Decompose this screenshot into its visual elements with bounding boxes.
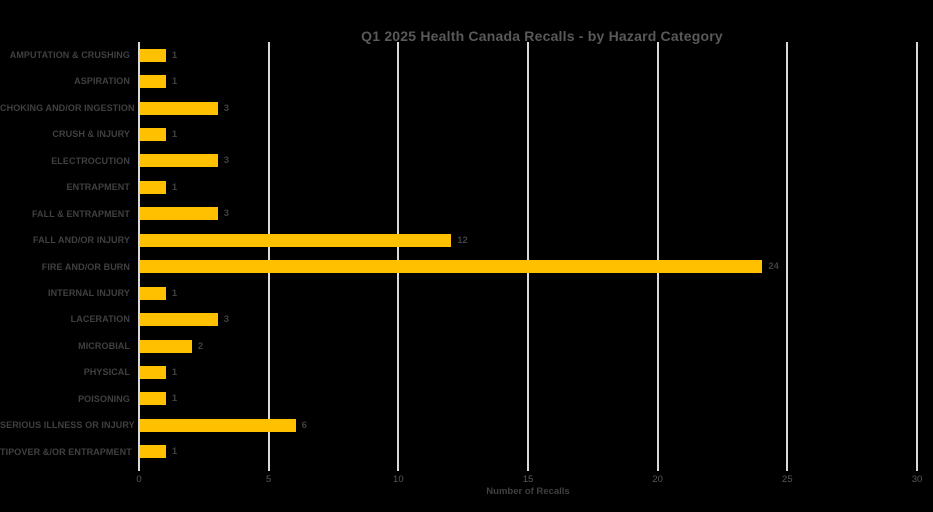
category-axis: AMPUTATION & CRUSHING ASPIRATION CHOKING A… [0, 42, 135, 465]
x-axis-tick-mark [138, 465, 140, 471]
plot-area: 0 5 10 15 20 25 30 1 1 3 1 3 1 3 12 24 1 3 2 1 1 6 1 [136, 42, 922, 485]
category-label: INTERNAL INJURY [47, 287, 130, 298]
value-label: 1 [171, 287, 178, 299]
x-axis-tick-mark [527, 465, 529, 471]
gridline [527, 42, 529, 465]
value-label: 3 [223, 314, 230, 326]
x-axis-title: Number of Recalls [486, 486, 570, 497]
bar [140, 313, 218, 327]
bar [140, 418, 296, 432]
bar [140, 180, 166, 194]
x-axis-tick-label: 0 [136, 474, 142, 485]
x-axis-tick-mark [267, 465, 270, 471]
x-axis-tick-label: 20 [652, 474, 663, 485]
value-label: 3 [223, 155, 230, 167]
bar [140, 286, 166, 300]
category-label: FALL AND/OR INJURY [33, 235, 130, 246]
x-axis-tick-label: 15 [522, 474, 534, 485]
value-label: 1 [171, 129, 178, 141]
bar [140, 260, 763, 274]
value-label: 24 [768, 261, 779, 273]
value-label: 3 [223, 102, 230, 114]
gridline [267, 42, 270, 465]
value-label: 1 [171, 49, 178, 61]
bar [140, 233, 452, 247]
gridline [916, 42, 918, 465]
category-label: MICROBIAL [78, 340, 130, 351]
category-label: ENTRAPMENT [66, 182, 130, 193]
x-axis-tick-mark [916, 465, 918, 471]
category-label: CHOKING AND/OR INGESTION [0, 102, 135, 113]
value-label: 2 [197, 340, 204, 352]
bar [140, 75, 166, 89]
gridline [138, 42, 140, 465]
category-label: FALL & ENTRAPMENT [31, 208, 130, 219]
x-axis-tick-mark [656, 465, 659, 471]
x-axis-tick-label: 10 [393, 474, 404, 485]
chart-title: Q1 2025 Health Canada Recalls - by Hazar… [361, 28, 723, 44]
gridline [786, 42, 789, 465]
category-label: FIRE AND/OR BURN [41, 261, 130, 272]
bar [140, 207, 218, 221]
category-label: PHYSICAL [83, 367, 130, 378]
category-label: LACERATION [70, 314, 130, 325]
value-label: 1 [171, 366, 178, 378]
x-axis-tick-label: 25 [782, 474, 793, 485]
category-label: AMPUTATION & CRUSHING [9, 50, 130, 60]
x-axis-tick-mark [397, 465, 400, 471]
gridline [397, 42, 400, 465]
x-axis-tick-label: 30 [911, 474, 923, 485]
value-label: 6 [301, 419, 307, 431]
bar [140, 48, 166, 62]
category-label: CRUSH & INJURY [52, 129, 130, 140]
bar [140, 339, 192, 353]
bar [140, 445, 166, 459]
category-label: ASPIRATION [74, 76, 130, 87]
value-label: 1 [171, 76, 178, 88]
value-label: 12 [457, 234, 468, 246]
bar [140, 101, 218, 115]
value-label: 1 [171, 393, 178, 405]
bar [140, 128, 166, 142]
x-axis-tick-label: 5 [266, 474, 272, 485]
bar [140, 392, 166, 406]
bar [140, 154, 218, 168]
category-label: POISONING [78, 393, 130, 404]
gridline [656, 42, 659, 465]
category-label: ELECTROCUTION [51, 155, 130, 166]
x-axis-tick-mark [786, 465, 789, 471]
value-label: 3 [223, 208, 230, 220]
category-label: SERIOUS ILLNESS OR INJURY [0, 420, 135, 431]
bar [140, 365, 166, 379]
category-label: TIPOVER &/OR ENTRAPMENT [0, 446, 132, 457]
value-label: 1 [171, 446, 178, 458]
value-label: 1 [171, 181, 178, 193]
